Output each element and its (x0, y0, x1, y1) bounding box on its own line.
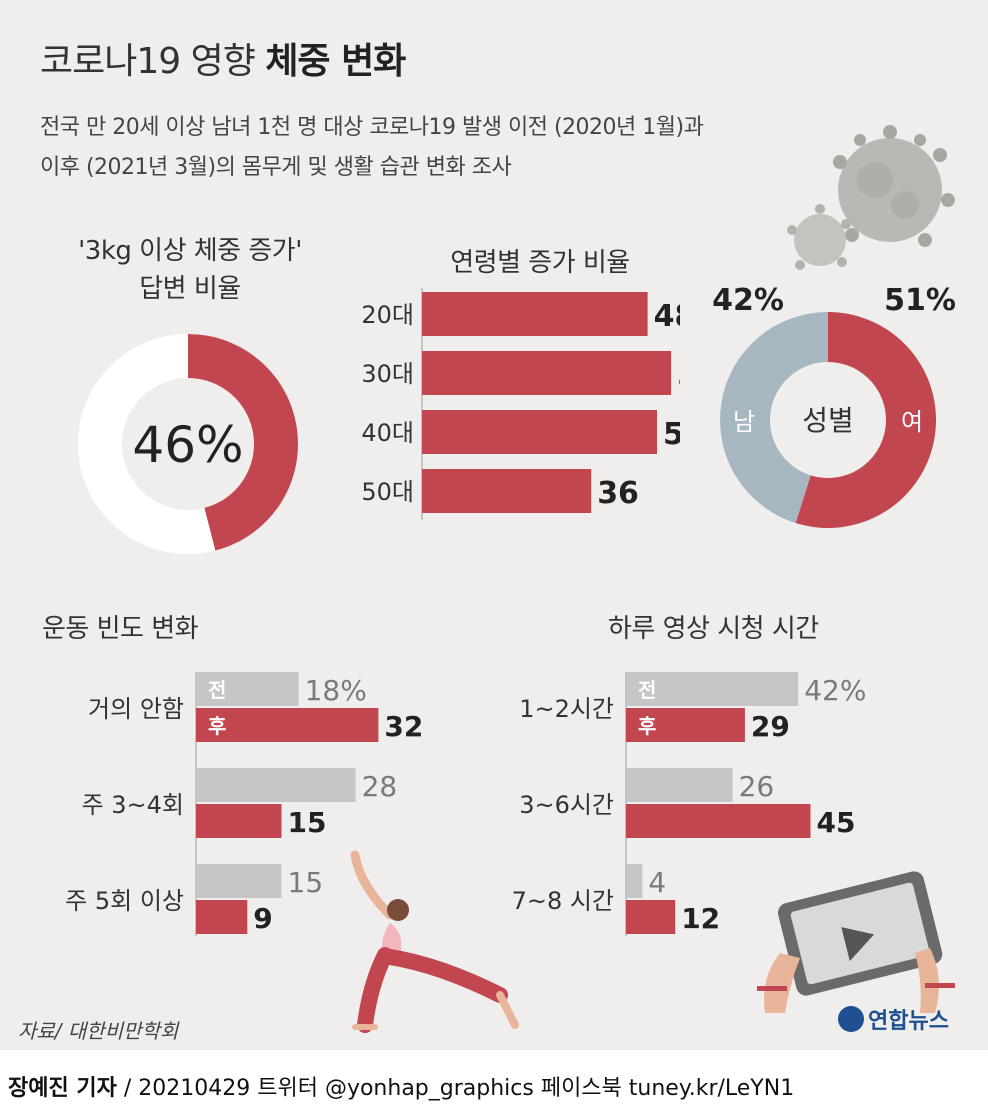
virus-illustration (787, 125, 955, 270)
gender-slice-male (720, 312, 828, 524)
age-chart-title: 연령별 증가 비율 (450, 248, 630, 278)
title-regular: 코로나19 영향 (40, 41, 256, 82)
exercise-chart-title: 운동 빈도 변화 (42, 614, 199, 644)
video-value-label: 45 (817, 806, 856, 839)
age-value-label: 50 (663, 417, 680, 452)
age-category-label: 30대 (361, 360, 414, 388)
video-category-label: 7~8 시간 (512, 887, 614, 915)
subtitle-line-2: 이후 (2021년 3월)의 몸무게 및 생활 습관 변화 조사 (40, 155, 512, 180)
age-category-label: 40대 (361, 419, 414, 447)
gender-male-name: 남 (733, 408, 755, 436)
video-bar-chart: 1~2시간 42% 전 29 후 3~6시간 26 45 7~8 시간 4 12 (512, 672, 866, 936)
video-value-label: 42% (804, 674, 866, 707)
age-bar (422, 410, 657, 454)
exercise-category-label: 주 3~4회 (82, 791, 184, 819)
video-category-label: 3~6시간 (519, 791, 614, 819)
small-virus-icon (787, 204, 851, 270)
exercise-bar-chart: 거의 안함 18% 전 32 후주 3~4회 28 15 주 5회 이상 15 9 (65, 672, 423, 936)
video-series-label-before: 전 (638, 678, 656, 702)
title-bold: 체중 변화 (265, 41, 406, 82)
age-bar (422, 351, 672, 395)
age-bar-chart: 20대 48% 30대 53 40대 50 50대 36 (361, 288, 680, 520)
age-value-label: 53 (677, 358, 680, 393)
video-series-label-after: 후 (638, 714, 656, 738)
exercise-series-label-after: 후 (208, 714, 226, 738)
gender-male-value: 42% (712, 283, 784, 318)
footer-credit: 장예진 기자 / 20210429 트위터 @yonhap_graphics 페… (8, 1070, 794, 1102)
exercise-category-label: 주 5회 이상 (65, 887, 184, 915)
subtitle-line-1: 전국 만 20세 이상 남녀 1천 명 대상 코로나19 발생 이전 (2020… (40, 115, 704, 140)
exercise-value-label: 9 (253, 902, 272, 935)
logo-icon (838, 1006, 864, 1032)
tablet-play-icon (757, 871, 955, 1013)
exercise-value-label: 32 (384, 710, 423, 743)
age-bar (422, 292, 648, 336)
video-bar-after (626, 900, 676, 934)
exercise-value-label: 15 (288, 866, 324, 899)
large-virus-icon (833, 125, 955, 247)
gender-female-name: 여 (901, 408, 923, 436)
weight-gain-title-line-2: 답변 비율 (139, 274, 241, 304)
video-value-label: 12 (681, 902, 720, 935)
tablet-hands-illustration (757, 871, 955, 1013)
video-value-label: 29 (751, 710, 790, 743)
exercise-bar-before (196, 864, 282, 898)
donut-center-label: 46% (132, 416, 243, 474)
age-value-label: 48% (654, 299, 680, 334)
weight-gain-donut-chart: 46% (78, 334, 298, 554)
gender-female-value: 51% (884, 283, 956, 318)
page-subtitle: 전국 만 20세 이상 남녀 1천 명 대상 코로나19 발생 이전 (2020… (40, 108, 704, 188)
exercise-bar-before (196, 768, 356, 802)
yoga-woman-illustration (350, 850, 519, 1033)
logo-text: 연합뉴스 (868, 1009, 949, 1034)
exercise-series-label-before: 전 (208, 678, 226, 702)
gender-donut-chart: 성별 남 여 42% 51% (712, 283, 956, 528)
age-category-label: 50대 (361, 478, 414, 506)
gender-slice-female (795, 312, 936, 528)
video-value-label: 26 (739, 770, 775, 803)
video-chart-title: 하루 영상 시청 시간 (608, 614, 819, 644)
reporter-name: 장예진 기자 (8, 1076, 117, 1101)
video-bar-after (626, 708, 745, 742)
source-note: 자료/ 대한비만학회 (18, 1019, 179, 1043)
weight-gain-title-line-1: '3kg 이상 체중 증가' (78, 236, 302, 266)
yoga-woman-icon (350, 850, 519, 1033)
exercise-value-label: 18% (305, 674, 367, 707)
yonhap-logo: 연합뉴스 (838, 1003, 949, 1035)
age-category-label: 20대 (361, 301, 414, 329)
gender-center-label: 성별 (802, 404, 854, 437)
video-bar-before (626, 768, 733, 802)
age-bar (422, 469, 592, 513)
exercise-bar-after (196, 708, 379, 742)
exercise-value-label: 28 (362, 770, 398, 803)
exercise-bar-after (196, 804, 282, 838)
video-bar-after (626, 804, 811, 838)
video-value-label: 4 (648, 866, 666, 899)
exercise-category-label: 거의 안함 (88, 695, 184, 723)
video-category-label: 1~2시간 (519, 695, 614, 723)
footer-details: / 20210429 트위터 @yonhap_graphics 페이스북 tun… (116, 1076, 795, 1101)
video-bar-before (626, 864, 643, 898)
page-title: 코로나19 영향 체중 변화 (40, 32, 406, 84)
age-value-label: 36 (597, 476, 639, 511)
weight-gain-title: '3kg 이상 체중 증가' 답변 비율 (40, 232, 340, 308)
donut-slice-increase (188, 334, 298, 551)
exercise-bar-after (196, 900, 248, 934)
exercise-value-label: 15 (288, 806, 327, 839)
exercise-bar-before (196, 672, 299, 706)
video-bar-before (626, 672, 799, 706)
